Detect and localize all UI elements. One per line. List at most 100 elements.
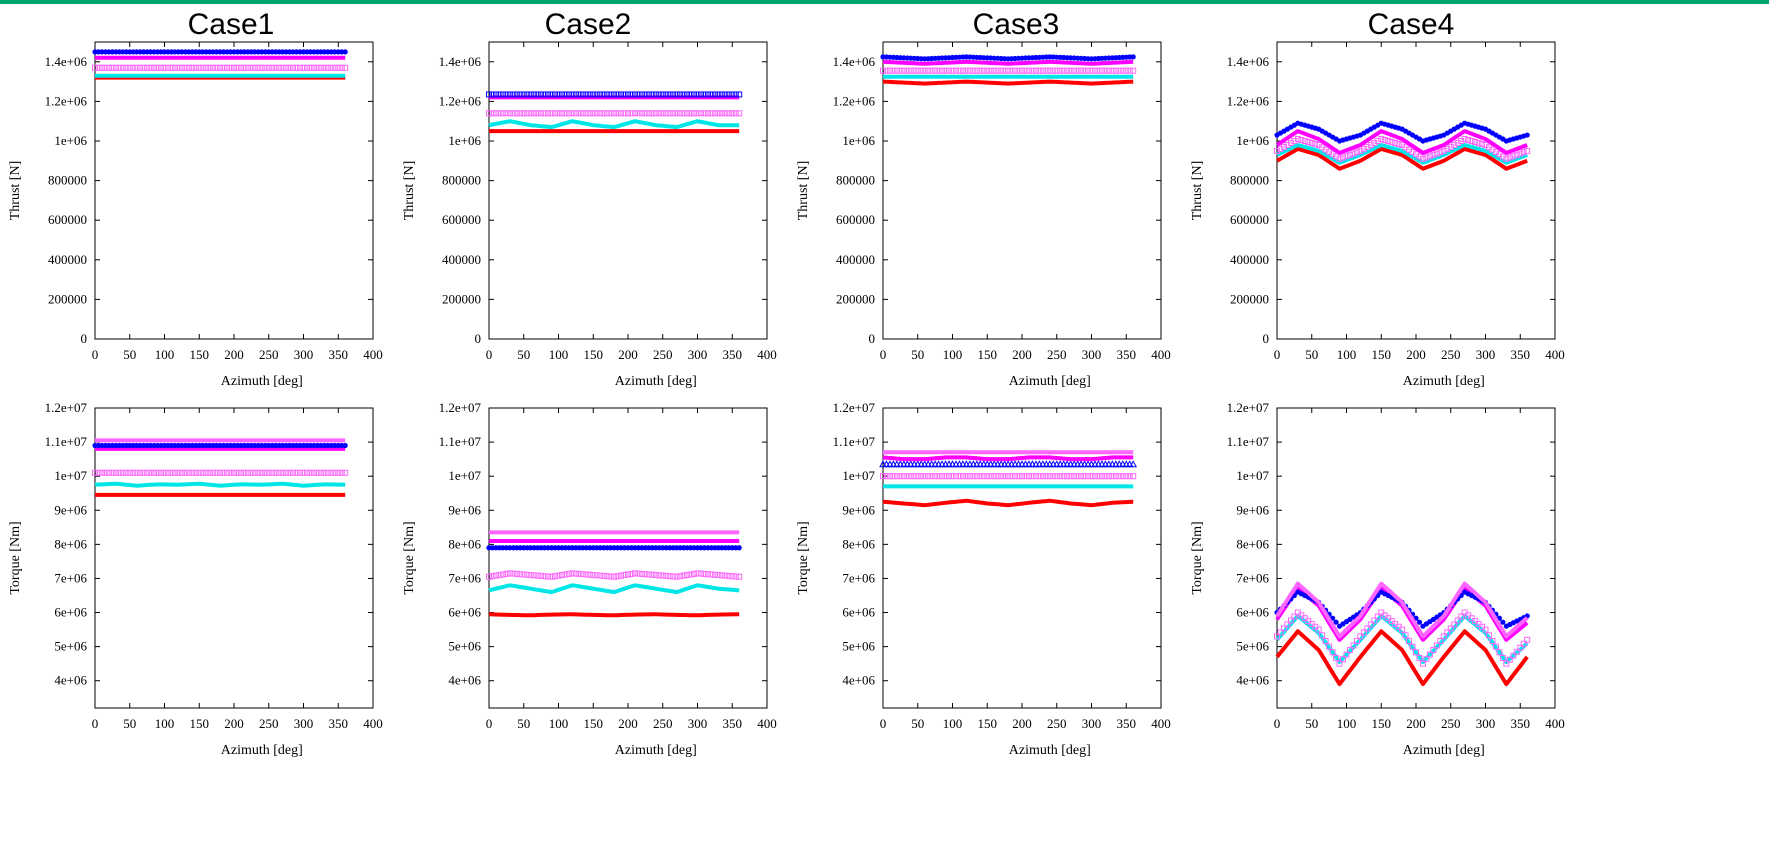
x-tick-label: 200 xyxy=(1406,347,1426,362)
data-point xyxy=(586,110,593,117)
data-point xyxy=(1440,633,1447,640)
y-tick-label: 5e+06 xyxy=(54,639,87,654)
data-point xyxy=(555,572,562,579)
data-point xyxy=(224,469,231,476)
data-point xyxy=(1510,652,1517,659)
x-tick-label: 250 xyxy=(1441,347,1461,362)
data-point xyxy=(635,570,642,577)
data-point xyxy=(1277,629,1284,636)
data-point xyxy=(1277,145,1284,152)
x-tick-label: 350 xyxy=(723,347,743,362)
data-point xyxy=(966,67,973,74)
data-point xyxy=(652,572,659,579)
data-point xyxy=(1064,67,1071,74)
data-point xyxy=(593,91,600,98)
data-point xyxy=(732,91,739,98)
data-point xyxy=(220,64,227,71)
data-point xyxy=(95,64,102,71)
data-point xyxy=(1291,138,1298,144)
data-point xyxy=(963,67,970,74)
data-point xyxy=(897,473,904,480)
data-point xyxy=(1378,136,1385,143)
data-point xyxy=(1105,67,1112,74)
data-point xyxy=(565,91,572,98)
data-point xyxy=(1416,619,1423,625)
y-tick-label: 1.2e+07 xyxy=(45,400,88,415)
data-point xyxy=(625,110,631,117)
data-point xyxy=(1353,637,1360,644)
x-tick-label: 150 xyxy=(190,347,210,362)
data-point xyxy=(1423,656,1430,663)
data-point xyxy=(1095,67,1102,74)
x-tick-label: 0 xyxy=(486,347,493,362)
data-point xyxy=(1472,138,1479,145)
data-point xyxy=(255,469,262,476)
data-point xyxy=(248,469,255,476)
y-axis-label: Torque [Nm] xyxy=(8,521,23,594)
x-tick-label: 200 xyxy=(618,347,638,362)
data-point xyxy=(1043,67,1050,74)
data-point xyxy=(900,67,907,74)
y-axis-label: Torque [Nm] xyxy=(796,521,811,594)
data-point xyxy=(1298,137,1305,144)
y-tick-label: 800000 xyxy=(442,173,481,188)
x-tick-label: 200 xyxy=(1012,347,1032,362)
data-point xyxy=(942,67,949,74)
data-point xyxy=(279,469,286,476)
data-point xyxy=(1437,149,1444,156)
data-point xyxy=(980,473,987,480)
y-tick-label: 1.2e+07 xyxy=(1227,400,1270,415)
data-point xyxy=(562,571,569,578)
data-point xyxy=(119,469,126,476)
data-point xyxy=(1340,154,1347,161)
case-title: Case4 xyxy=(1368,8,1455,41)
data-point xyxy=(1433,150,1440,157)
data-point xyxy=(1053,67,1060,74)
data-point xyxy=(1371,617,1378,624)
data-point xyxy=(883,473,890,480)
data-point xyxy=(178,469,185,476)
data-point xyxy=(262,64,269,71)
data-point xyxy=(486,573,492,580)
data-point xyxy=(1496,649,1503,656)
series-line xyxy=(488,583,740,595)
data-point xyxy=(701,110,708,117)
data-point xyxy=(303,64,310,71)
data-point xyxy=(1001,67,1008,74)
data-point xyxy=(1492,643,1499,650)
data-point xyxy=(499,110,506,117)
data-point xyxy=(593,110,600,117)
data-point xyxy=(611,573,618,580)
x-tick-label: 0 xyxy=(92,716,99,731)
data-point xyxy=(666,573,673,580)
data-point xyxy=(1312,140,1319,147)
x-tick-label: 150 xyxy=(584,347,604,362)
data-point xyxy=(1046,473,1053,480)
data-point xyxy=(736,91,743,98)
data-point xyxy=(565,110,572,117)
x-tick-label: 350 xyxy=(329,347,349,362)
data-point xyxy=(1475,139,1482,146)
data-point xyxy=(276,64,283,71)
x-tick-label: 350 xyxy=(1117,347,1137,362)
data-point xyxy=(524,91,531,98)
data-point xyxy=(1451,621,1458,628)
plot-frame xyxy=(1276,41,1556,340)
data-point xyxy=(1500,619,1506,625)
data-point xyxy=(973,473,980,480)
data-point xyxy=(928,67,935,74)
data-point xyxy=(691,91,698,98)
series-red xyxy=(1275,629,1529,687)
series-cyan xyxy=(1275,614,1529,664)
x-tick-label: 300 xyxy=(1082,716,1102,731)
x-tick-label: 350 xyxy=(1511,716,1531,731)
data-point xyxy=(1308,139,1315,146)
data-point xyxy=(597,110,604,117)
data-point xyxy=(642,571,649,578)
data-point xyxy=(1430,151,1437,158)
data-point xyxy=(900,473,907,480)
series-light_magenta xyxy=(92,469,349,476)
data-point xyxy=(600,110,607,117)
data-point xyxy=(1437,637,1444,644)
